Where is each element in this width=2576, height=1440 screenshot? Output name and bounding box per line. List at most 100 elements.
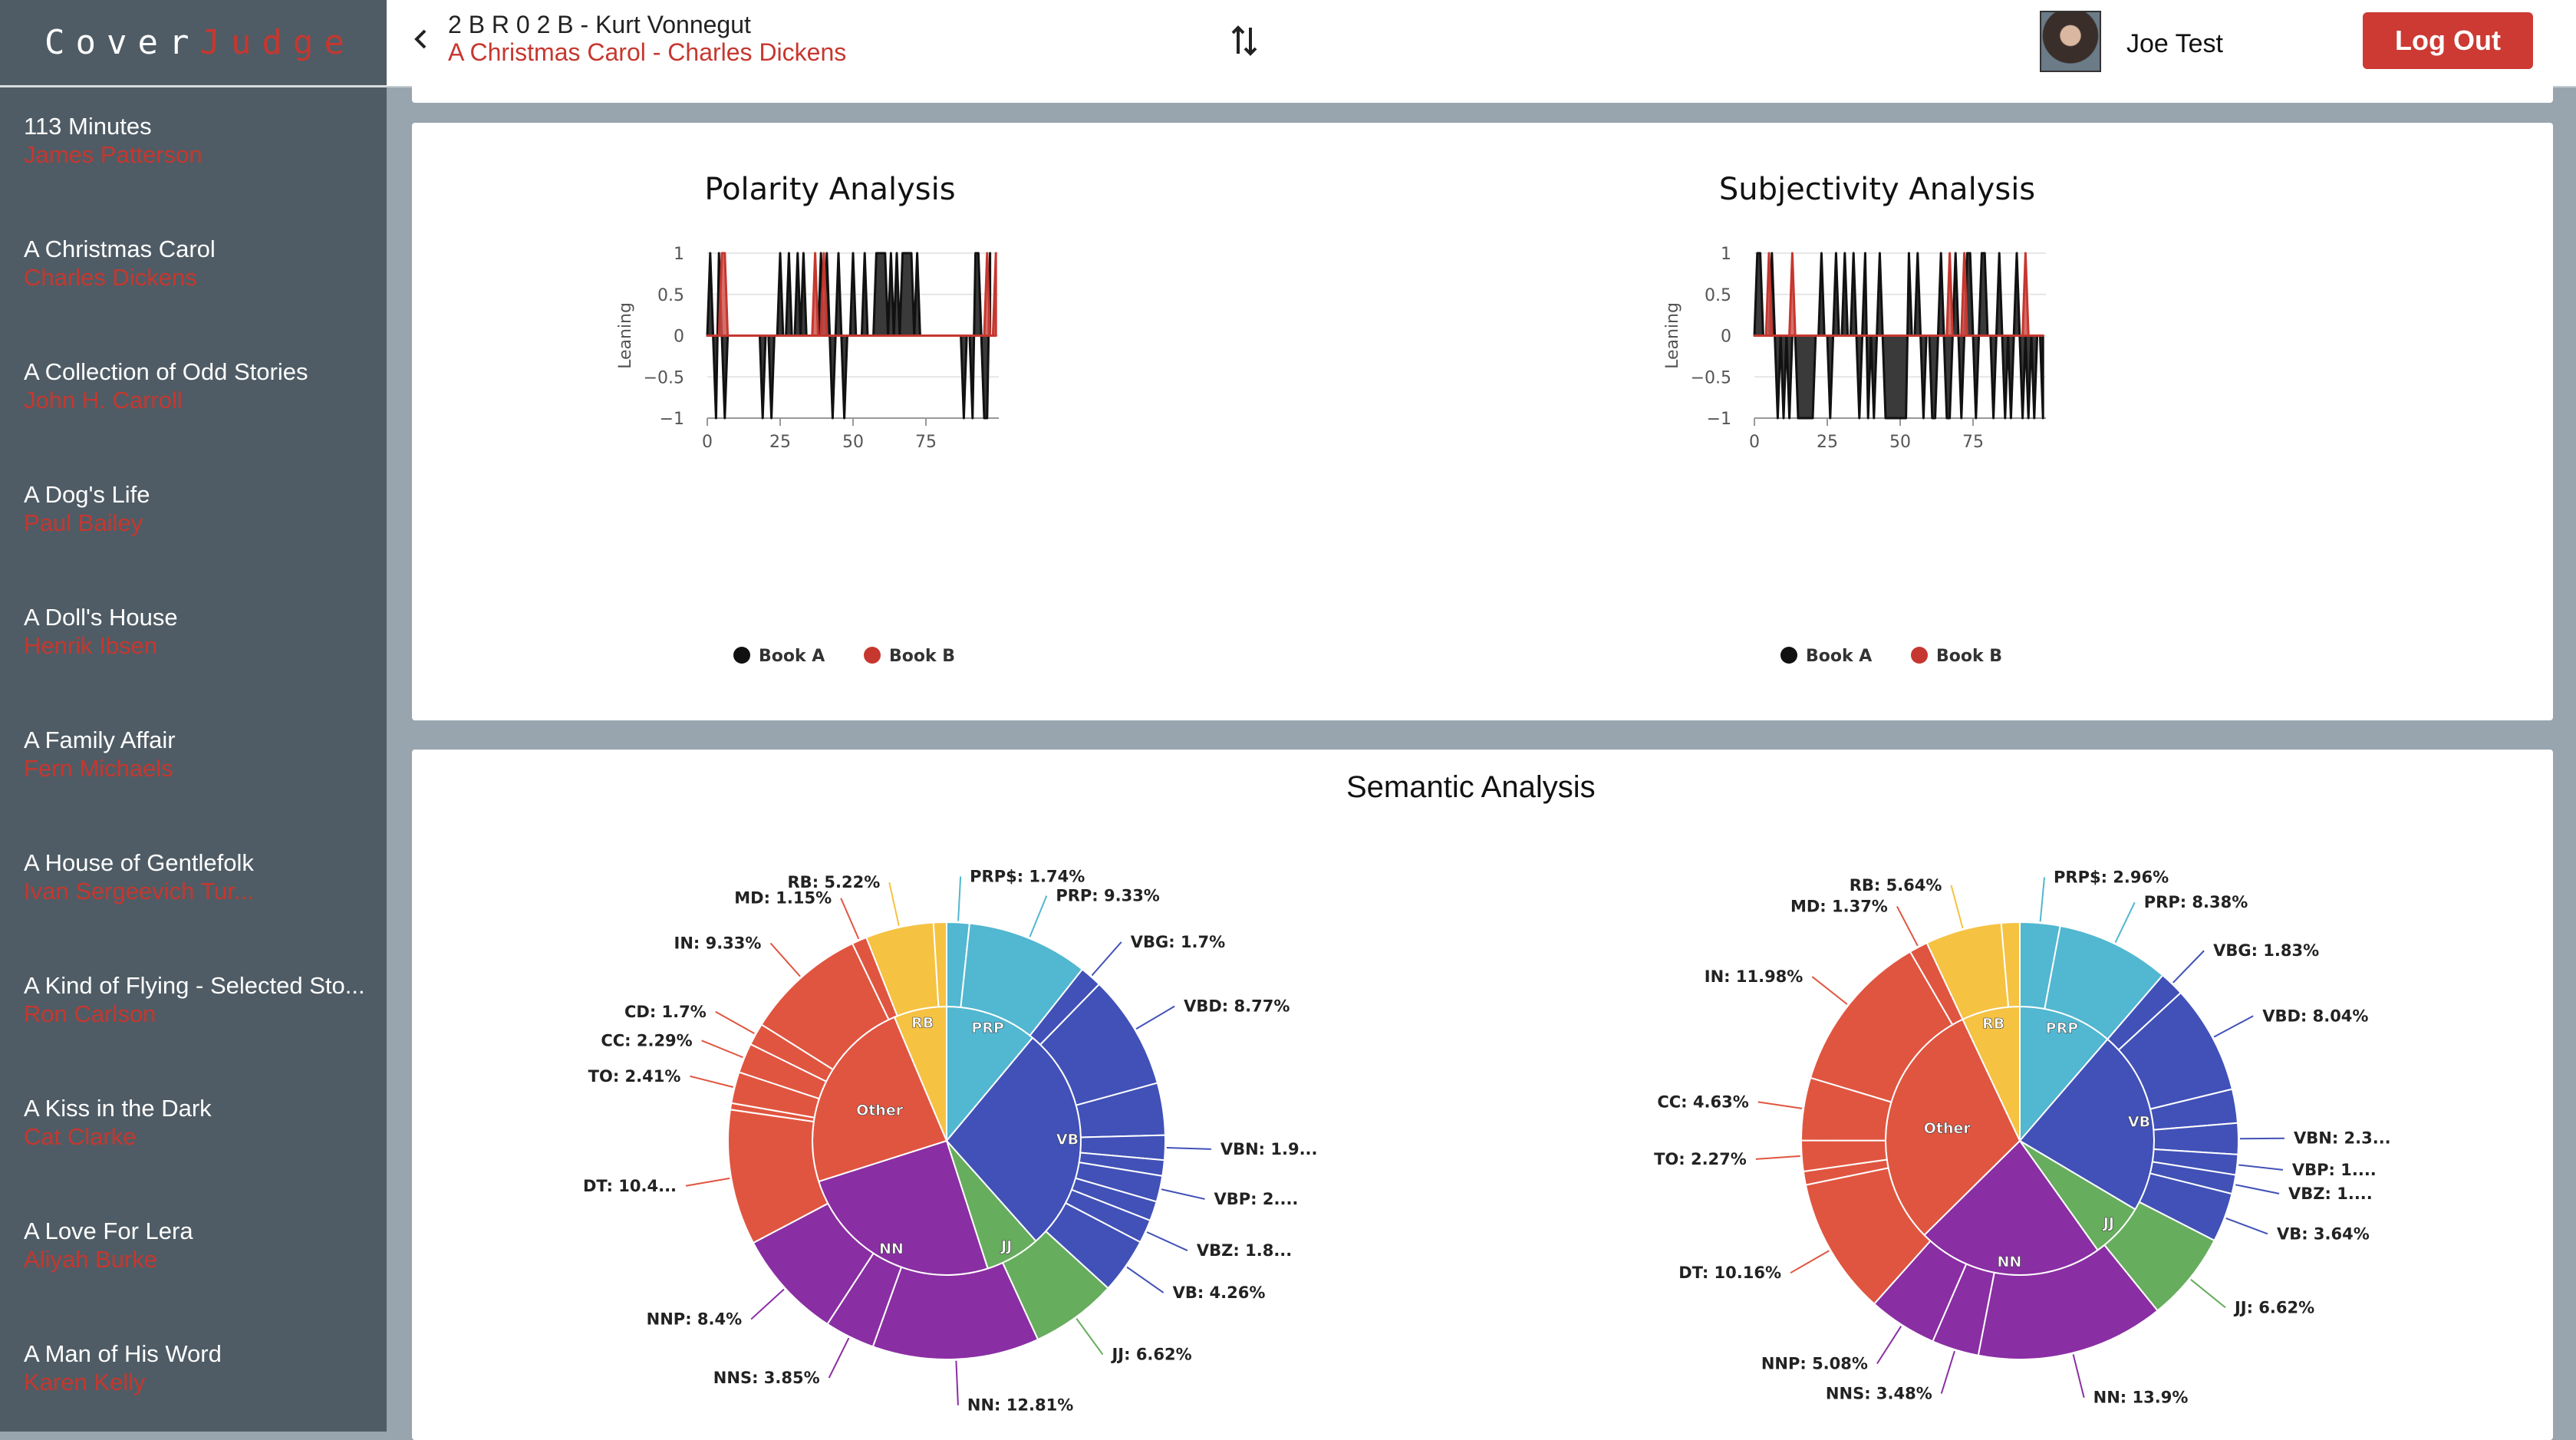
pie-slice-label: NN: 12.81% xyxy=(967,1396,1073,1415)
pie-slice-label: VBZ: 1.... xyxy=(2288,1185,2373,1203)
pie-slice-label: NNP: 8.4% xyxy=(647,1310,743,1329)
book-list-item[interactable]: A Love For Lera Aliyah Burke xyxy=(0,1192,387,1315)
book-title: A Dog's Life xyxy=(24,481,150,508)
y-tick-label: 1 xyxy=(1721,245,1731,264)
pie-inner-label: JJ xyxy=(2102,1215,2114,1232)
pie-slice-label: CD: 1.7% xyxy=(624,1003,707,1021)
pie-label-connector xyxy=(955,1360,959,1405)
book-list-item[interactable]: A Dog's Life Paul Bailey xyxy=(0,456,387,578)
legend-marker xyxy=(1780,647,1797,664)
book-list-item[interactable]: A Doll's House Henrik Ibsen xyxy=(0,578,387,701)
user-name: Joe Test xyxy=(2126,29,2224,58)
pie-label-connector xyxy=(1135,1005,1175,1030)
pie-label-connector xyxy=(1755,1155,1800,1160)
pie-label-connector xyxy=(1757,1101,1803,1109)
pie-slice-label: NNP: 5.08% xyxy=(1761,1355,1868,1373)
book-list-item[interactable]: A House of Gentlefolk Ivan Sergeevich Tur… xyxy=(0,824,387,947)
pie-slice-label: VB: 4.26% xyxy=(1173,1283,1266,1302)
series-area-book-b xyxy=(1753,252,2044,337)
book-list-item[interactable]: 113 Minutes James Patterson xyxy=(0,87,387,210)
pie-inner-label: Other xyxy=(1924,1120,1972,1137)
y-tick-label: −0.5 xyxy=(1691,368,1731,387)
pie-label-connector xyxy=(2239,1137,2284,1140)
legend-label: Book A xyxy=(1806,647,1872,666)
book-title: A House of Gentlefolk xyxy=(24,849,254,876)
pie-label-connector xyxy=(1166,1147,1211,1150)
book-list-item[interactable]: A Christmas Carol Charles Dickens xyxy=(0,210,387,333)
y-tick-label: 0 xyxy=(674,328,684,347)
subjectivity-chart: Subjectivity Analysis 1 0.5 0 −0.5 −1 0 25 50 75 L… xyxy=(1663,172,2046,666)
chevron-left-icon[interactable] xyxy=(410,28,433,51)
pie-label-connector xyxy=(1940,1350,1955,1394)
pie-slice-label: NNS: 3.48% xyxy=(1826,1385,1932,1403)
book-list-item[interactable]: A Collection of Odd Stories John H. Carro… xyxy=(0,333,387,456)
book-author: James Patterson xyxy=(24,141,203,168)
y-tick-label: 0.5 xyxy=(1705,286,1731,305)
book-title: A Christmas Carol xyxy=(24,236,216,262)
book-list-item[interactable]: A Kiss in the Dark Cat Clarke xyxy=(0,1069,387,1192)
pie-slice-label: PRP: 9.33% xyxy=(1056,887,1160,905)
pie-outer-slice xyxy=(932,921,947,1008)
y-tick-label: −1 xyxy=(1707,410,1731,429)
y-tick-label: 0 xyxy=(1721,328,1731,347)
logo-text-cover: Cover xyxy=(44,23,200,62)
pie-label-connector xyxy=(750,1288,785,1320)
pie-label-connector xyxy=(2225,1217,2268,1235)
book-author: Ron Carlson xyxy=(24,1000,156,1027)
x-tick-label: 25 xyxy=(1817,433,1838,452)
book-author: Karen Kelly xyxy=(24,1369,146,1396)
chart-title: Subjectivity Analysis xyxy=(1719,172,2035,207)
y-axis-label: Leaning xyxy=(1663,302,1682,369)
pie-label-connector xyxy=(1146,1231,1188,1251)
legend-marker xyxy=(1911,647,1928,664)
pie-label-connector xyxy=(840,898,860,940)
pie-slice-label: CC: 2.29% xyxy=(601,1031,692,1050)
legend-label: Book B xyxy=(889,647,955,666)
pie-label-connector xyxy=(690,1075,733,1088)
app-logo[interactable]: Cover Judge xyxy=(0,0,387,87)
pie-inner-label: VB xyxy=(1056,1131,1079,1148)
pie-slice-label: TO: 2.27% xyxy=(1654,1150,1747,1168)
pie-inner-label: NN xyxy=(1997,1254,2021,1270)
pie-label-connector xyxy=(2213,1015,2254,1038)
logo-text-judge: Judge xyxy=(199,23,355,62)
book-list-item[interactable]: A Man of His Word Karen Kelly xyxy=(0,1315,387,1438)
pie-label-connector xyxy=(1896,905,1919,947)
x-tick-label: 50 xyxy=(842,433,864,452)
header-bar: 2 B R 0 2 B - Kurt Vonnegut A Christmas … xyxy=(387,0,2576,87)
pie-label-connector xyxy=(2039,877,2046,922)
pie-slice-label: VBG: 1.7% xyxy=(1131,933,1225,951)
pie-label-connector xyxy=(1950,885,1964,929)
book-author: Aliyah Burke xyxy=(24,1246,158,1273)
pie-label-connector xyxy=(1126,1266,1164,1293)
pie-label-connector xyxy=(2190,1279,2226,1309)
pie-label-connector xyxy=(1790,1250,1830,1274)
pie-slice-label: PRP$: 1.74% xyxy=(970,867,1085,885)
pie-slice-label: IN: 11.98% xyxy=(1705,967,1804,986)
polarity-chart: Polarity Analysis 1 0.5 0 −0.5 −1 0 25 50 75 Leani… xyxy=(616,172,999,666)
book-list-item[interactable]: A Family Affair Fern Michaels xyxy=(0,701,387,824)
x-tick-label: 50 xyxy=(1889,433,1911,452)
book-list-item[interactable]: A Kind of Flying - Selected Sto... Ron Ca… xyxy=(0,947,387,1069)
pie-slice-label: MD: 1.15% xyxy=(734,889,832,908)
legend-marker xyxy=(864,647,881,664)
pie-slice-label: VB: 3.64% xyxy=(2277,1224,2370,1243)
pie-slice-label: TO: 2.41% xyxy=(588,1067,681,1086)
pie-inner-label: PRP xyxy=(971,1020,1004,1036)
pie-label-connector xyxy=(715,1010,755,1034)
book-title: A Collection of Odd Stories xyxy=(24,358,308,385)
pie-label-connector xyxy=(685,1177,730,1187)
pie-label-connector xyxy=(828,1337,850,1379)
pie-label-connector xyxy=(1029,895,1048,937)
x-tick-label: 0 xyxy=(702,433,713,452)
swap-vertical-icon[interactable] xyxy=(1229,23,1260,58)
series-area-book-b xyxy=(706,252,997,337)
book-title: A Kind of Flying - Selected Sto... xyxy=(24,972,365,999)
pie-inner-label: JJ xyxy=(1000,1238,1012,1255)
avatar[interactable] xyxy=(2040,11,2101,72)
pie-label-connector xyxy=(957,876,962,921)
book-b-title: A Christmas Carol - Charles Dickens xyxy=(448,38,847,66)
logout-button[interactable]: Log Out xyxy=(2363,12,2533,69)
book-title: A Family Affair xyxy=(24,727,176,753)
x-tick-label: 0 xyxy=(1749,433,1760,452)
